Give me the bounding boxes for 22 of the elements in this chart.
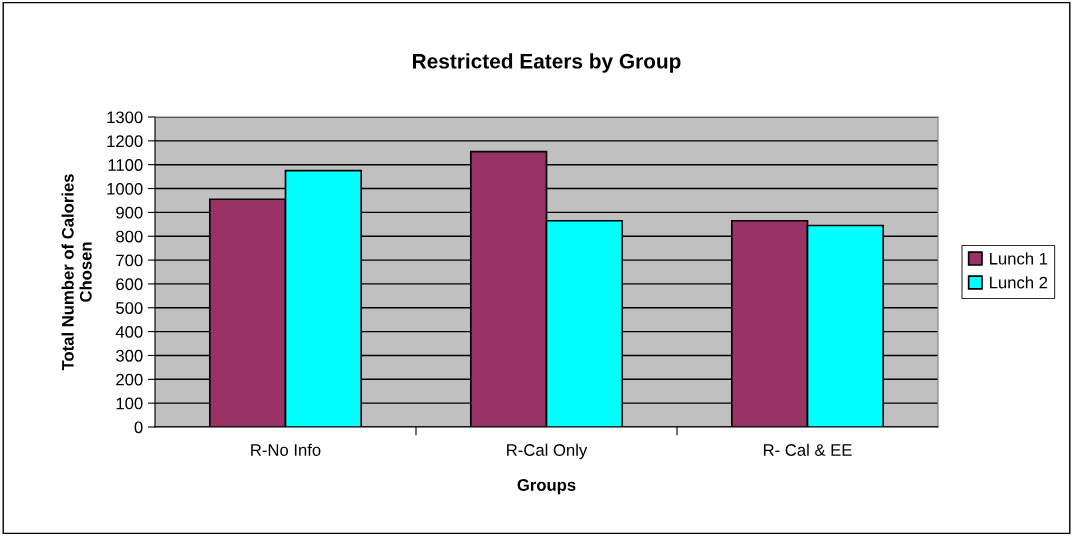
y-tick-label: 1300 (107, 111, 143, 124)
x-tick-label: R-No Info (251, 443, 321, 456)
x-tick-label: R- Cal & EE (763, 443, 852, 456)
y-tick-label: 400 (115, 326, 143, 338)
y-axis-title: Total Number of Calories Chosen (61, 174, 92, 371)
chart-title: Restricted Eaters by Group (413, 53, 681, 73)
x-axis-title: Groups (517, 479, 576, 495)
y-tick-label: 600 (116, 278, 143, 291)
y-tick-label: 0 (134, 421, 143, 434)
x-tick-label: R-Cal Only (507, 443, 588, 460)
legend-label: Lunch 1 (990, 252, 1048, 265)
legend-label: Lunch 2 (990, 276, 1048, 289)
y-tick-label: 700 (116, 254, 143, 267)
y-tick-label: 1200 (107, 135, 143, 148)
y-tick-label: 1100 (108, 159, 143, 171)
y-tick-label: 900 (116, 206, 143, 219)
y-tick-label: 300 (116, 349, 143, 362)
y-tick-label: 200 (116, 373, 143, 386)
y-tick-label: 1000 (107, 182, 143, 195)
y-tick-label: 100 (116, 397, 143, 410)
y-tick-label: 500 (116, 302, 143, 314)
y-tick-label: 800 (116, 230, 143, 243)
